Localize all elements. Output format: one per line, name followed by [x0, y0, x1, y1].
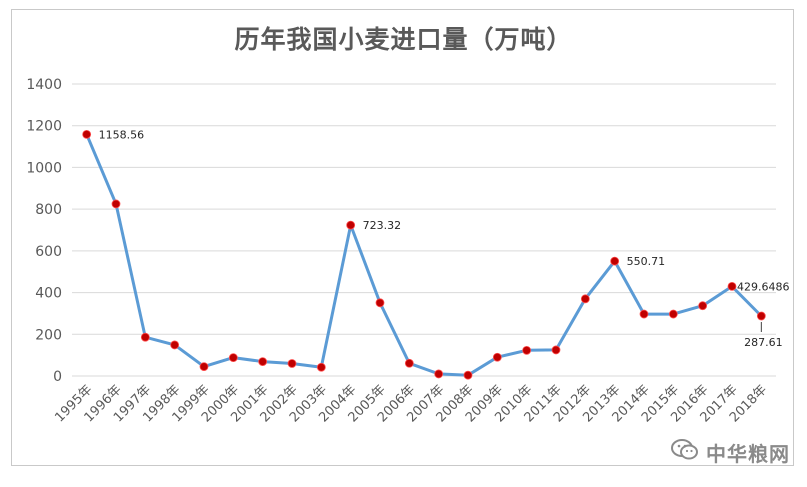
- data-label: 550.71: [627, 255, 666, 268]
- data-label: 1158.56: [99, 128, 144, 141]
- data-point: [610, 256, 620, 266]
- data-label: 429.6486: [737, 280, 790, 293]
- data-point: [463, 370, 473, 380]
- chart-title: 历年我国小麦进口量（万吨）: [234, 25, 573, 54]
- y-tick-label: 400: [35, 286, 62, 302]
- data-point: [258, 357, 268, 367]
- y-tick-label: 800: [35, 202, 62, 218]
- y-tick-label: 1400: [26, 77, 62, 93]
- data-point: [668, 309, 678, 319]
- data-label: 723.32: [363, 219, 402, 232]
- data-point: [346, 220, 356, 230]
- data-point: [639, 309, 649, 319]
- watermark-text: 中华粮网: [706, 441, 790, 466]
- wechat-icon: [670, 438, 700, 466]
- data-point: [140, 332, 150, 342]
- data-point: [375, 298, 385, 308]
- data-point: [522, 345, 532, 355]
- series-line: [85, 133, 763, 377]
- data-label: 287.61: [744, 336, 783, 349]
- data-point: [287, 359, 297, 368]
- watermark: 中华粮网: [670, 437, 790, 467]
- data-point: [551, 345, 561, 355]
- data-point: [199, 362, 209, 372]
- chart-frame: [11, 9, 794, 466]
- data-point: [580, 294, 590, 304]
- y-tick-label: 0: [53, 369, 62, 385]
- data-point: [170, 340, 180, 350]
- y-tick-label: 1000: [26, 160, 62, 176]
- data-point: [698, 301, 708, 311]
- data-point: [492, 352, 502, 362]
- y-tick-label: 200: [35, 327, 62, 343]
- y-tick-label: 600: [35, 244, 62, 260]
- data-point: [111, 199, 121, 209]
- data-point: [82, 129, 92, 139]
- data-point: [316, 362, 326, 372]
- data-point: [228, 353, 238, 363]
- data-point: [756, 311, 766, 321]
- data-point: [434, 369, 444, 379]
- data-point: [404, 358, 414, 368]
- y-tick-label: 1200: [26, 119, 62, 135]
- data-point: [727, 281, 737, 291]
